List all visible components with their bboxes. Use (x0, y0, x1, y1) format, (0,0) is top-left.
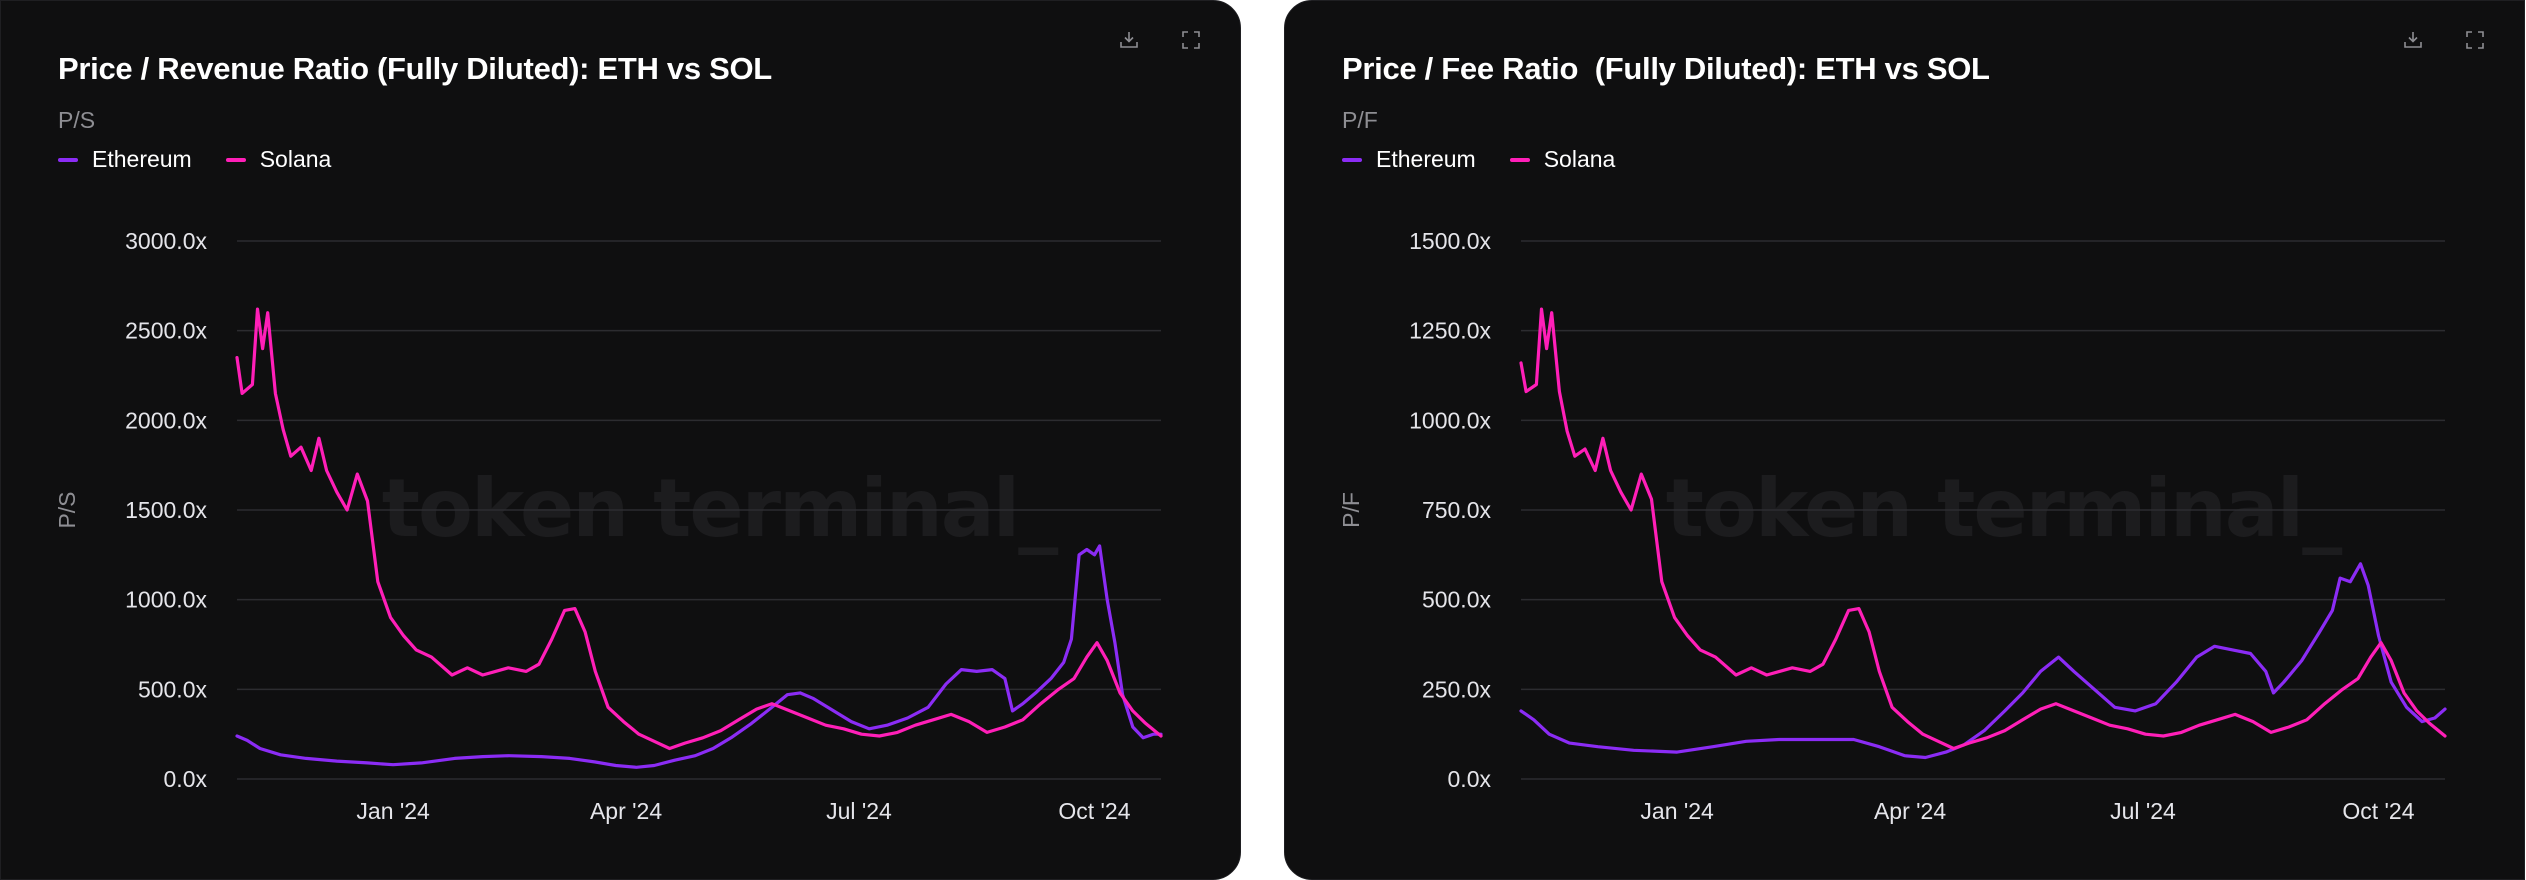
y-tick-label: 1000.0x (125, 587, 207, 613)
chart-legend: Ethereum Solana (1342, 146, 1615, 173)
legend-label: Ethereum (92, 146, 192, 172)
x-tick-label: Apr '24 (1874, 798, 1946, 824)
series-line-solana (1519, 307, 2447, 751)
chart-title: Price / Revenue Ratio (Fully Diluted): E… (58, 51, 772, 86)
series-line-ethereum (235, 544, 1163, 769)
watermark: token terminal_ (382, 462, 1058, 555)
legend-label: Solana (1543, 146, 1616, 172)
x-tick-label: Jul '24 (2110, 798, 2176, 824)
expand-icon[interactable] (2460, 25, 2490, 55)
download-icon[interactable] (2398, 25, 2428, 55)
legend-swatch-ethereum (1342, 157, 1362, 162)
series-line-ethereum (1519, 562, 2447, 760)
legend-swatch-solana (225, 157, 246, 162)
legend-item-solana[interactable]: Solana (225, 146, 332, 173)
y-tick-label: 500.0x (138, 676, 208, 702)
y-tick-label: 250.0x (1422, 676, 1492, 702)
y-tick-label: 750.0x (1422, 497, 1492, 523)
x-tick-label: Jul '24 (826, 798, 892, 824)
chart-plot: token terminal_ 0.0x 250.0x 500.0x 750.0x 100… (1338, 228, 2447, 824)
legend-swatch-solana (1509, 157, 1530, 162)
y-tick-label: 2500.0x (125, 318, 207, 344)
y-tick-label: 3000.0x (125, 228, 207, 254)
x-tick-label: Oct '24 (1058, 798, 1130, 824)
chart-legend: Ethereum Solana (58, 146, 331, 173)
chart-subtitle: P/F (1342, 107, 1378, 133)
legend-item-ethereum[interactable]: Ethereum (58, 146, 192, 173)
series-line-solana (235, 307, 1163, 751)
chart-subtitle: P/S (58, 107, 96, 133)
x-tick-label: Jan '24 (356, 798, 430, 824)
x-tick-label: Apr '24 (590, 798, 662, 824)
chart-card-price-fee: Price / Fee Ratio (Fully Diluted): ETH v… (1284, 0, 2525, 880)
y-axis-title: P/F (1338, 492, 1364, 528)
watermark: token terminal_ (1666, 462, 2342, 555)
y-tick-label: 1500.0x (1409, 228, 1491, 254)
x-tick-label: Jan '24 (1640, 798, 1714, 824)
y-tick-label: 1000.0x (1409, 407, 1491, 433)
y-tick-label: 0.0x (164, 766, 208, 792)
y-axis-title: P/S (54, 491, 80, 528)
chart-card-price-revenue: Price / Revenue Ratio (Fully Diluted): E… (0, 0, 1241, 880)
x-tick-label: Oct '24 (2342, 798, 2414, 824)
legend-item-solana[interactable]: Solana (1509, 146, 1616, 173)
y-tick-label: 2000.0x (125, 407, 207, 433)
chart-title: Price / Fee Ratio (Fully Diluted): ETH v… (1342, 51, 1990, 86)
y-tick-label: 1500.0x (125, 497, 207, 523)
download-icon[interactable] (1114, 25, 1144, 55)
y-tick-label: 1250.0x (1409, 318, 1491, 344)
expand-icon[interactable] (1176, 25, 1206, 55)
chart-plot: token terminal_ 0.0x 500.0x 1000.0x 1500.0x 2… (54, 228, 1163, 824)
legend-swatch-ethereum (58, 157, 78, 162)
y-tick-label: 500.0x (1422, 587, 1492, 613)
legend-label: Solana (259, 146, 332, 172)
legend-label: Ethereum (1376, 146, 1476, 172)
y-tick-label: 0.0x (1448, 766, 1492, 792)
legend-item-ethereum[interactable]: Ethereum (1342, 146, 1476, 173)
